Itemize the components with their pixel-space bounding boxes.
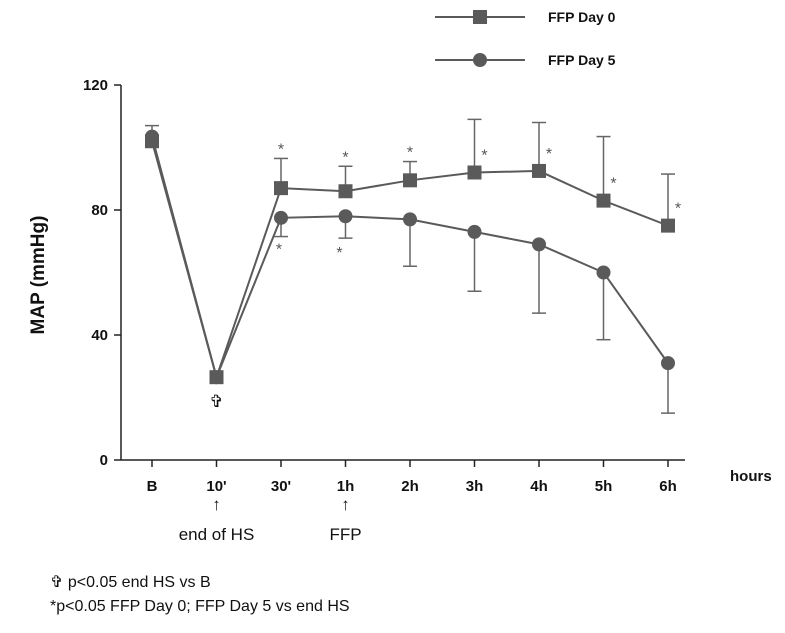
y-axis-label: MAP (mmHg) bbox=[28, 216, 49, 335]
significance-star-day0: * bbox=[481, 148, 487, 165]
significance-star-day5: * bbox=[276, 242, 282, 259]
error-bars bbox=[145, 118, 675, 414]
x-tick-label: 30' bbox=[271, 478, 291, 495]
circle-marker bbox=[403, 212, 417, 227]
circle-marker bbox=[661, 356, 675, 371]
annotation-arrow: ↑ bbox=[341, 495, 350, 514]
annotation-label: end of HS bbox=[179, 525, 255, 544]
x-tick-label: 1h bbox=[337, 478, 355, 495]
y-tick-label: 40 bbox=[91, 327, 108, 344]
x-annotations: ✞ ↑ end of HS ↑ FFP bbox=[179, 392, 362, 544]
square-marker bbox=[596, 193, 611, 208]
cross-marker: ✞ bbox=[209, 392, 223, 411]
significance-star-day0: * bbox=[675, 201, 681, 218]
significance-star-day0: * bbox=[278, 141, 284, 158]
square-marker bbox=[338, 184, 353, 199]
x-tick-label: B bbox=[147, 478, 158, 495]
square-marker bbox=[532, 163, 546, 178]
significance-star-day0: * bbox=[610, 176, 616, 193]
significance-star-day5: * bbox=[336, 245, 342, 262]
square-marker bbox=[145, 134, 159, 149]
y-tick-label: 0 bbox=[100, 452, 108, 469]
y-tick-label: 80 bbox=[91, 202, 108, 219]
x-ticks: B 10' 30' 1h 2h 3h 4h 5h 6h bbox=[147, 460, 677, 495]
x-tick-label: 10' bbox=[206, 478, 226, 495]
footnote-cross: ✞ p<0.05 end HS vs B bbox=[50, 574, 211, 591]
legend-label: FFP Day 5 bbox=[548, 52, 616, 68]
legend-marker bbox=[473, 10, 487, 24]
x-tick-label: 4h bbox=[530, 478, 548, 495]
axes bbox=[120, 85, 685, 461]
significance-stars: * * * * * * * * * bbox=[276, 141, 681, 262]
legend: FFP Day 0 FFP Day 5 bbox=[435, 9, 616, 68]
square-marker bbox=[467, 165, 482, 180]
legend-label: FFP Day 0 bbox=[548, 9, 616, 25]
x-tick-label: 5h bbox=[595, 478, 613, 495]
circle-marker bbox=[596, 265, 611, 280]
significance-star-day0: * bbox=[407, 145, 413, 162]
circle-marker bbox=[532, 237, 546, 252]
x-unit-label: hours bbox=[730, 468, 772, 485]
significance-star-day0: * bbox=[546, 146, 552, 163]
square-marker bbox=[661, 218, 675, 233]
circle-marker bbox=[338, 209, 353, 224]
x-tick-label: 6h bbox=[659, 478, 677, 495]
circle-marker bbox=[467, 224, 482, 239]
footnote-star: *p<0.05 FFP Day 0; FFP Day 5 vs end HS bbox=[50, 598, 350, 615]
legend-marker bbox=[473, 53, 487, 67]
square-marker bbox=[209, 370, 224, 385]
square-marker bbox=[403, 173, 417, 188]
square-marker bbox=[274, 181, 288, 196]
annotation-arrow: ↑ bbox=[212, 495, 221, 514]
x-tick-label: 3h bbox=[466, 478, 484, 495]
y-ticks: 0 40 80 120 bbox=[83, 77, 121, 469]
y-tick-label: 120 bbox=[83, 77, 108, 94]
significance-star-day0: * bbox=[342, 149, 348, 166]
annotation-label: FFP bbox=[329, 525, 361, 544]
circle-marker bbox=[274, 210, 288, 225]
series-lines bbox=[145, 129, 675, 385]
x-tick-label: 2h bbox=[401, 478, 419, 495]
